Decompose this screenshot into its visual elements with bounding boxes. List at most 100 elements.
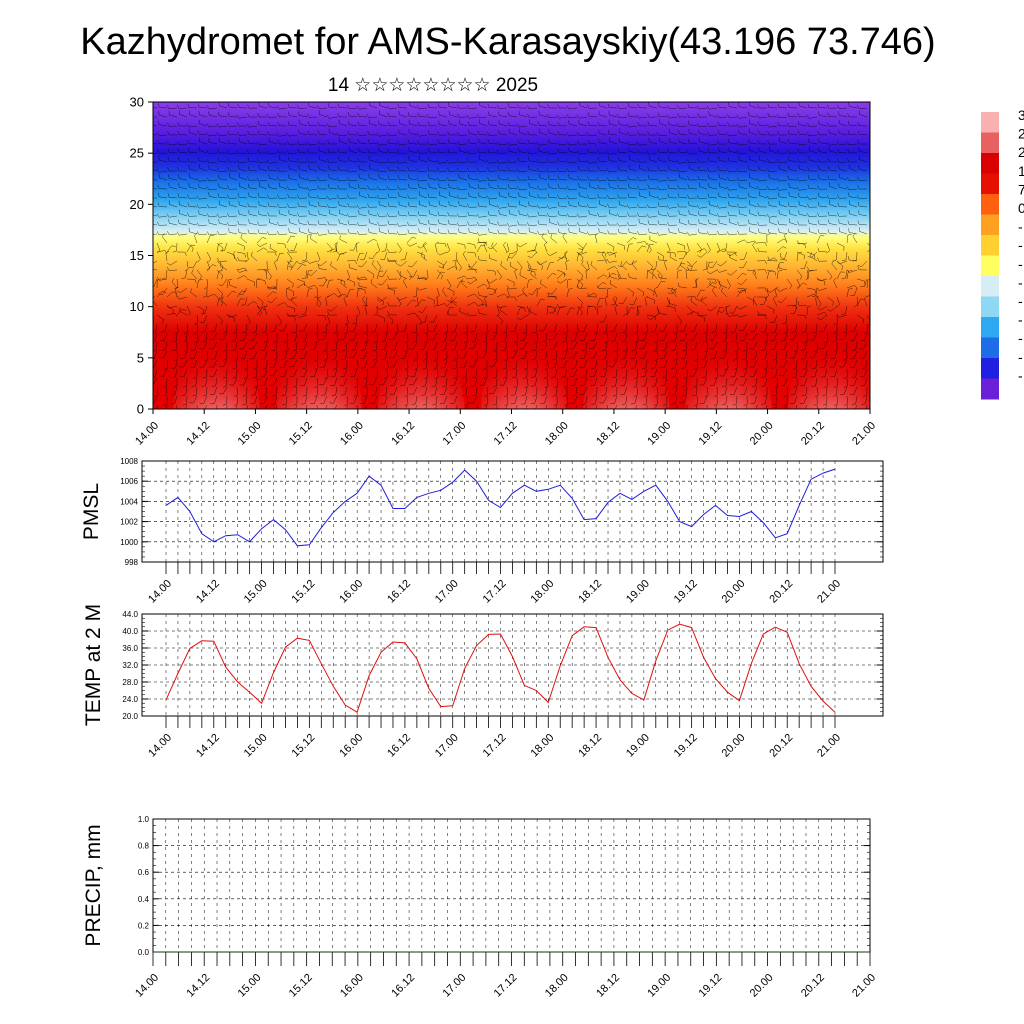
wind-barb-flag (242, 403, 247, 406)
wind-barb-flag (386, 186, 390, 190)
wind-barb-flag (833, 322, 838, 325)
wind-barb-flag (497, 229, 500, 234)
wind-barb-flag (219, 393, 224, 395)
wind-barb (829, 150, 838, 154)
wind-barb-flag (717, 166, 720, 171)
wind-barb-flag (647, 220, 650, 225)
wind-barb (309, 143, 318, 146)
wind-barb (573, 368, 578, 377)
wind-barb (222, 278, 228, 286)
wind-barb (319, 114, 328, 118)
wind-barb (564, 253, 568, 262)
x-tick-label: 19.12 (697, 420, 725, 448)
wind-barb-flag (194, 279, 197, 284)
wind-barb-flag (590, 260, 593, 265)
wind-barb-flag (167, 122, 170, 127)
wind-barb-flag (506, 141, 510, 146)
wind-barb (659, 160, 668, 163)
wind-barb-flag (247, 150, 250, 154)
wind-barb (532, 287, 538, 295)
wind-barb (836, 251, 838, 260)
wind-barb (446, 307, 450, 316)
wind-barb-flag (728, 201, 730, 206)
wind-barb (459, 161, 468, 163)
wind-barb (269, 222, 278, 226)
wind-barb-flag (668, 165, 670, 170)
wind-barb (399, 161, 408, 164)
wind-barb (796, 296, 798, 305)
wind-barb-flag (837, 148, 840, 153)
wind-barb-flag (626, 123, 630, 128)
wind-barb-flag (538, 147, 540, 152)
wind-barb-flag (206, 186, 210, 191)
wind-barb (823, 323, 828, 332)
wind-barb-flag (307, 273, 312, 276)
wind-barb (416, 314, 422, 322)
wind-barb-flag (534, 340, 539, 344)
wind-barb (426, 323, 429, 332)
wind-barb-flag (587, 176, 590, 181)
colorbar-label: - (1018, 349, 1023, 365)
wind-barb-flag (566, 114, 570, 119)
wind-barb-flag (287, 193, 290, 198)
wind-barb (469, 231, 478, 235)
wind-barb-flag (662, 376, 667, 379)
wind-barb (175, 341, 178, 350)
wind-barb (169, 233, 178, 235)
wind-barb-flag (257, 158, 260, 163)
wind-barb-flag (631, 367, 636, 369)
wind-barb (659, 188, 668, 190)
wind-barb-flag (314, 358, 319, 362)
wind-barb-flag (297, 202, 300, 207)
wind-barb-flag (468, 192, 470, 197)
wind-barb (353, 242, 358, 251)
wind-barb (189, 132, 198, 136)
wind-barb-flag (841, 259, 846, 262)
wind-barb-flag (776, 186, 780, 191)
wind-barb (250, 255, 258, 262)
wind-barb (416, 299, 423, 307)
wind-barb (393, 377, 398, 386)
wind-barb-flag (467, 211, 470, 216)
wind-barb-flag (507, 103, 510, 108)
wind-barb (319, 268, 328, 271)
wind-barb-flag (536, 262, 541, 266)
wind-barb-flag (477, 238, 480, 243)
wind-barb-flag (578, 252, 583, 254)
wind-barb-flag (796, 186, 800, 191)
wind-barb (319, 223, 328, 226)
wind-barb-flag (314, 385, 319, 389)
wind-barb-flag (697, 166, 700, 171)
wind-barb-flag (287, 121, 290, 126)
wind-barb (319, 233, 328, 236)
wind-barb (286, 235, 292, 244)
wind-barb-flag (271, 403, 276, 405)
wind-barb-flag (437, 177, 440, 181)
wind-barb (229, 224, 238, 227)
wind-barb (752, 245, 758, 253)
colorbar-swatch (981, 276, 999, 297)
wind-barb (529, 169, 538, 172)
wind-barb (719, 116, 728, 119)
wind-barb (769, 125, 778, 128)
wind-barb-flag (272, 358, 277, 361)
wind-barb-flag (172, 250, 177, 253)
wind-barb-flag (727, 211, 730, 216)
wind-barb-flag (422, 367, 427, 370)
wind-barb (566, 280, 568, 289)
wind-barb-flag (162, 385, 167, 388)
wind-barb (516, 359, 518, 368)
wind-barb-flag (627, 140, 630, 145)
wind-barb (436, 368, 439, 377)
wind-barb (599, 179, 608, 182)
wind-barb (769, 232, 778, 235)
wind-barb (329, 177, 338, 181)
wind-barb-flag (661, 413, 665, 414)
wind-barb (209, 206, 218, 209)
wind-barb-flag (208, 192, 210, 197)
wind-barb-flag (588, 305, 593, 308)
wind-barb (569, 177, 578, 181)
wind-barb (406, 359, 409, 368)
colorbar-label: - (1018, 237, 1023, 253)
wind-barb-flag (802, 367, 807, 370)
